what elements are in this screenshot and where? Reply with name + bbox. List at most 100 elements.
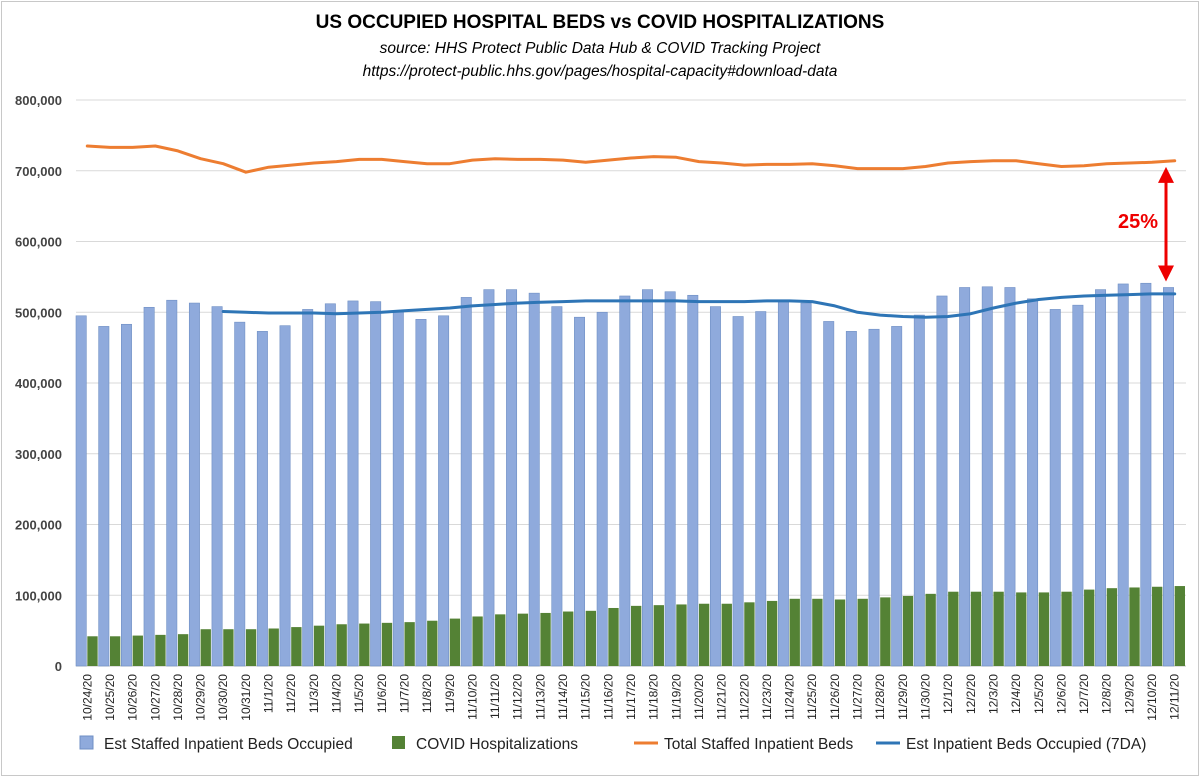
bar-beds-occupied (1049, 309, 1061, 667)
y-tick-label: 300,000 (15, 447, 62, 462)
x-tick-label: 12/10/20 (1145, 674, 1159, 721)
bar-covid-hospitalizations (902, 595, 914, 666)
bar-covid-hospitalizations (1016, 592, 1027, 666)
bar-beds-occupied (1027, 298, 1039, 667)
x-tick-label: 11/13/20 (533, 674, 547, 720)
bar-beds-occupied (1140, 282, 1152, 667)
bar-beds-occupied (1095, 289, 1107, 667)
x-tick-label: 12/3/20 (986, 674, 1000, 714)
bar-beds-occupied (370, 301, 382, 667)
bar-covid-hospitalizations (177, 634, 189, 666)
line-series (85, 144, 1177, 319)
bar-covid-hospitalizations (880, 597, 891, 666)
line-total-staffed-beds (85, 144, 1177, 174)
bar-beds-occupied (438, 315, 450, 667)
bar-covid-hospitalizations (109, 636, 121, 666)
bar-beds-occupied (891, 326, 903, 667)
bar-covid-hospitalizations (1106, 588, 1118, 666)
x-axis: 10/24/20 10/25/20 10/26/20 10/27/20 10/28/20… (80, 674, 1181, 721)
bar-covid-hospitalizations (653, 605, 664, 666)
bar-beds-occupied (755, 311, 767, 667)
annotation-arrow-head-down (1158, 265, 1174, 282)
bar-covid-hospitalizations (834, 599, 846, 666)
bar-covid-hospitalizations (563, 611, 574, 666)
x-tick-label: 11/18/20 (647, 674, 661, 720)
x-tick-label: 12/8/20 (1100, 674, 1114, 714)
x-tick-label: 12/1/20 (941, 674, 955, 714)
x-tick-label: 11/27/20 (851, 674, 865, 720)
bar-beds-occupied (143, 306, 155, 667)
y-tick-label: 500,000 (15, 305, 62, 320)
bar-covid-hospitalizations (336, 624, 347, 666)
bar-beds-occupied (302, 309, 314, 667)
bar-beds-occupied (98, 326, 110, 667)
bar-covid-hospitalizations (857, 598, 868, 666)
y-tick-label: 800,000 (15, 93, 62, 108)
x-tick-label: 11/29/20 (896, 674, 910, 720)
line-beds-occupied-7da (221, 292, 1177, 319)
bar-beds-occupied (981, 286, 993, 667)
x-tick-label: 12/6/20 (1054, 674, 1068, 714)
x-tick-label: 11/30/20 (918, 674, 932, 720)
legend: Est Staffed Inpatient Beds Occupied COVID… (79, 735, 1146, 753)
bar-series (75, 282, 1185, 667)
x-tick-label: 11/15/20 (579, 674, 593, 720)
bar-covid-hospitalizations (698, 603, 710, 666)
bar-beds-occupied (619, 295, 631, 667)
bar-covid-hospitalizations (993, 591, 1004, 666)
x-tick-label: 11/1/20 (262, 674, 276, 713)
legend-entry: Est Inpatient Beds Occupied (7DA) (906, 736, 1146, 753)
bar-beds-occupied (823, 321, 835, 667)
legend-entry: COVID Hospitalizations (416, 736, 578, 753)
bar-covid-hospitalizations (245, 629, 257, 666)
bar-beds-occupied (913, 314, 925, 667)
bar-beds-occupied (732, 316, 744, 667)
x-tick-label: 11/10/20 (465, 674, 479, 720)
x-tick-label: 11/7/20 (397, 674, 411, 713)
bar-beds-occupied (392, 311, 404, 667)
bar-beds-occupied (166, 299, 178, 667)
bar-covid-hospitalizations (1129, 587, 1140, 666)
bar-beds-occupied (347, 300, 359, 667)
bar-beds-occupied (234, 321, 246, 667)
bar-covid-hospitalizations (313, 625, 325, 666)
bar-beds-occupied (777, 300, 789, 667)
bar-covid-hospitalizations (359, 623, 370, 666)
y-tick-label: 400,000 (15, 376, 62, 391)
bar-beds-occupied (121, 323, 132, 667)
bar-covid-hospitalizations (585, 610, 597, 666)
bar-beds-occupied (551, 306, 563, 667)
bar-beds-occupied (1117, 283, 1129, 667)
bar-beds-occupied (415, 319, 427, 667)
x-tick-label: 11/24/20 (783, 674, 797, 720)
y-axis: 0 100,000 200,000 300,000 400,000 500,000 600,… (15, 93, 62, 674)
bar-covid-hospitalizations (87, 636, 98, 666)
bar-covid-hospitalizations (925, 593, 936, 666)
bar-covid-hospitalizations (268, 628, 279, 666)
bar-beds-occupied (324, 303, 336, 667)
bar-beds-occupied (256, 331, 268, 667)
y-tick-label: 100,000 (15, 588, 62, 603)
bar-covid-hospitalizations (495, 614, 506, 666)
x-tick-label: 11/16/20 (601, 674, 615, 720)
x-tick-label: 11/6/20 (375, 674, 389, 713)
bar-beds-occupied (1163, 287, 1174, 667)
bar-covid-hospitalizations (223, 629, 234, 666)
bar-beds-occupied (845, 331, 857, 667)
legend-entry: Total Staffed Inpatient Beds (664, 736, 854, 753)
x-tick-label: 11/28/20 (873, 674, 887, 720)
bar-covid-hospitalizations (1152, 586, 1163, 666)
bar-beds-occupied (460, 297, 472, 667)
y-tick-label: 700,000 (15, 164, 62, 179)
bar-covid-hospitalizations (608, 607, 619, 666)
x-tick-label: 11/26/20 (828, 674, 842, 720)
x-tick-label: 11/25/20 (805, 674, 819, 720)
x-tick-label: 10/27/20 (148, 674, 162, 721)
bar-covid-hospitalizations (404, 622, 415, 666)
bar-covid-hospitalizations (132, 635, 143, 666)
bar-covid-hospitalizations (472, 616, 483, 666)
x-tick-label: 11/22/20 (737, 674, 751, 720)
y-tick-label: 600,000 (15, 235, 62, 250)
bar-beds-occupied (1004, 287, 1016, 667)
